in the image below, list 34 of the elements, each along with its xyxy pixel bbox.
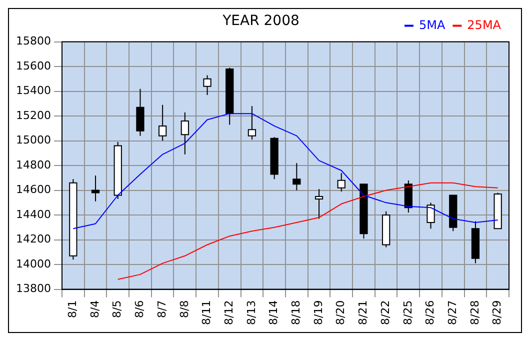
chart-title: YEAR 2008 [222, 13, 300, 30]
x-tick-label: 8/20 [334, 300, 348, 325]
x-tick-label: 8/29 [490, 300, 504, 325]
x-tick-label: 8/18 [290, 300, 303, 325]
y-tick-label: 14000 [16, 257, 51, 270]
legend-label: 5MA [418, 18, 446, 32]
x-tick-label: 8/28 [468, 300, 482, 325]
x-tick-label: 8/5 [110, 300, 124, 318]
x-tick-label: 8/27 [446, 300, 459, 325]
x-tick-label: 8/26 [424, 300, 437, 325]
x-tick-label: 8/19 [312, 300, 325, 325]
x-tick-label: 8/8 [178, 300, 191, 318]
x-tick-label: 8/4 [88, 300, 102, 318]
x-tick-label: 8/7 [155, 300, 168, 318]
x-tick-label: 8/21 [356, 300, 370, 325]
y-tick-label: 14800 [16, 158, 51, 172]
x-tick-label: 8/25 [401, 300, 414, 325]
y-tick-label: 15000 [16, 134, 51, 147]
x-tick-label: 8/11 [200, 300, 214, 325]
y-tick-label: 14400 [16, 208, 51, 221]
y-tick-label: 13800 [16, 282, 51, 296]
x-tick-label: 8/13 [244, 300, 258, 325]
x-tick-label: 8/1 [66, 300, 80, 318]
x-tick-label: 8/12 [222, 300, 236, 325]
y-tick-label: 15800 [16, 34, 51, 48]
y-tick-label: 14600 [16, 183, 51, 196]
x-tick-label: 8/6 [133, 300, 146, 318]
y-tick-label: 15200 [16, 108, 51, 122]
y-tick-label: 15600 [16, 59, 51, 72]
y-tick-label: 15400 [16, 84, 51, 98]
y-tick-label: 14200 [16, 232, 51, 246]
x-tick-label: 8/22 [378, 300, 392, 325]
legend-label: 25MA [467, 18, 502, 32]
x-tick-label: 8/14 [267, 300, 280, 325]
